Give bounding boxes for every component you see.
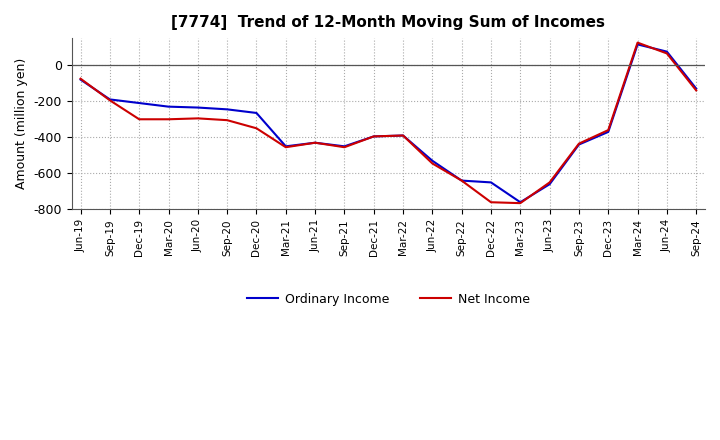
Ordinary Income	[545, 182, 554, 187]
Title: [7774]  Trend of 12-Month Moving Sum of Incomes: [7774] Trend of 12-Month Moving Sum of I…	[171, 15, 606, 30]
Line: Ordinary Income: Ordinary Income	[81, 44, 696, 202]
Net Income	[692, 88, 701, 93]
Net Income	[634, 40, 642, 45]
Net Income	[164, 117, 173, 122]
Ordinary Income	[369, 134, 378, 139]
Y-axis label: Amount (million yen): Amount (million yen)	[15, 58, 28, 189]
Ordinary Income	[252, 110, 261, 116]
Net Income	[135, 117, 143, 122]
Net Income	[252, 126, 261, 131]
Ordinary Income	[340, 144, 348, 149]
Ordinary Income	[106, 97, 114, 102]
Net Income	[340, 145, 348, 150]
Net Income	[428, 161, 437, 166]
Ordinary Income	[487, 180, 495, 185]
Net Income	[282, 145, 290, 150]
Net Income	[369, 134, 378, 139]
Ordinary Income	[428, 158, 437, 163]
Net Income	[516, 201, 525, 206]
Ordinary Income	[399, 133, 408, 138]
Ordinary Income	[457, 178, 466, 183]
Net Income	[604, 128, 613, 133]
Net Income	[545, 180, 554, 185]
Legend: Ordinary Income, Net Income: Ordinary Income, Net Income	[242, 288, 535, 311]
Ordinary Income	[662, 49, 671, 54]
Ordinary Income	[135, 100, 143, 106]
Net Income	[76, 76, 85, 81]
Ordinary Income	[575, 142, 583, 147]
Net Income	[457, 178, 466, 183]
Net Income	[662, 51, 671, 56]
Ordinary Income	[604, 129, 613, 135]
Ordinary Income	[692, 86, 701, 91]
Net Income	[222, 117, 231, 123]
Ordinary Income	[634, 42, 642, 47]
Net Income	[487, 200, 495, 205]
Ordinary Income	[516, 200, 525, 205]
Ordinary Income	[76, 77, 85, 82]
Line: Net Income: Net Income	[81, 43, 696, 203]
Net Income	[106, 98, 114, 103]
Ordinary Income	[222, 107, 231, 112]
Ordinary Income	[282, 144, 290, 149]
Net Income	[575, 141, 583, 146]
Ordinary Income	[164, 104, 173, 109]
Ordinary Income	[311, 140, 320, 145]
Net Income	[194, 116, 202, 121]
Net Income	[311, 140, 320, 145]
Ordinary Income	[194, 105, 202, 110]
Net Income	[399, 133, 408, 138]
